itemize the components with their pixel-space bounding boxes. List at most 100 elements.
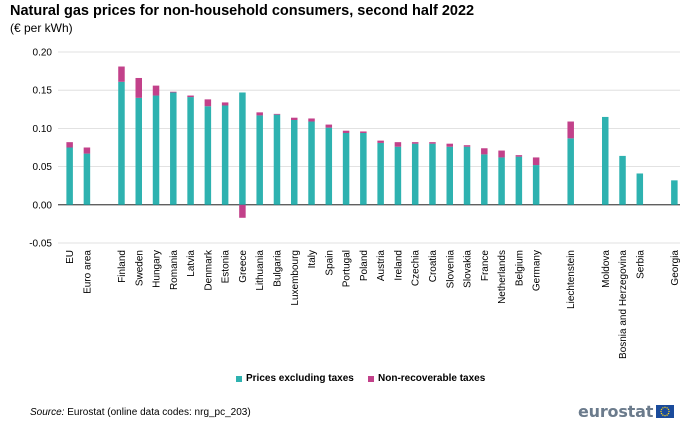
- y-tick-label: 0.00: [33, 200, 53, 211]
- bar-prices-excluding-taxes-poland: [360, 132, 367, 205]
- x-tick-label-lithuania: Lithuania: [255, 250, 266, 291]
- bar-non-recoverable-taxes-france: [481, 148, 488, 155]
- bar-non-recoverable-taxes-czechia: [411, 142, 419, 144]
- bar-non-recoverable-taxes-sweden: [135, 77, 142, 98]
- x-tick-label-belgium: Belgium: [514, 250, 525, 286]
- bar-prices-excluding-taxes-liechtenstein: [567, 138, 574, 205]
- x-tick-label-slovakia: Slovakia: [463, 250, 474, 288]
- bar-prices-excluding-taxes-belgium: [515, 156, 523, 205]
- bar-prices-excluding-taxes-czechia: [411, 143, 419, 205]
- bar-non-recoverable-taxes-slovenia: [446, 143, 453, 147]
- x-tick-label-denmark: Denmark: [203, 249, 214, 291]
- x-tick-label-slovenia: Slovenia: [445, 250, 456, 289]
- x-tick-label-euro-area: Euro area: [82, 250, 93, 294]
- bar-prices-excluding-taxes-netherlands: [498, 157, 505, 205]
- x-tick-label-estonia: Estonia: [221, 250, 232, 284]
- bar-non-recoverable-taxes-croatia: [429, 142, 436, 144]
- x-tick-label-poland: Poland: [359, 250, 370, 281]
- bar-non-recoverable-taxes-estonia: [221, 102, 229, 106]
- x-tick-label-ireland: Ireland: [393, 250, 404, 281]
- bar-prices-excluding-taxes-lithuania: [256, 115, 263, 205]
- eu-flag-icon: [656, 405, 675, 418]
- x-tick-label-finland: Finland: [117, 250, 128, 283]
- x-tick-label-latvia: Latvia: [186, 250, 197, 277]
- bar-non-recoverable-taxes-spain: [325, 124, 333, 128]
- x-tick-label-czechia: Czechia: [411, 250, 422, 287]
- bar-prices-excluding-taxes-germany: [532, 165, 540, 205]
- bar-non-recoverable-taxes-poland: [360, 131, 367, 133]
- chart-title: Natural gas prices for non-household con…: [10, 3, 475, 19]
- bar-prices-excluding-taxes-austria: [377, 142, 384, 205]
- x-tick-label-spain: Spain: [324, 250, 335, 276]
- x-tick-label-liechtenstein: Liechtenstein: [566, 250, 577, 309]
- bar-non-recoverable-taxes-finland: [118, 66, 125, 82]
- eurostat-logo: eurostat: [578, 402, 675, 421]
- bar-prices-excluding-taxes-finland: [118, 81, 125, 205]
- bar-prices-excluding-taxes-euro-area: [83, 153, 91, 205]
- y-tick-label: 0.20: [33, 48, 53, 59]
- bar-prices-excluding-taxes-estonia: [221, 105, 229, 205]
- bar-prices-excluding-taxes-bulgaria: [273, 114, 281, 205]
- x-tick-label-luxembourg: Luxembourg: [290, 250, 301, 306]
- bar-prices-excluding-taxes-denmark: [204, 106, 212, 205]
- x-tick-label-austria: Austria: [376, 250, 387, 282]
- y-tick-label: 0.10: [33, 124, 53, 135]
- x-tick-label-italy: Italy: [307, 250, 318, 268]
- bar-prices-excluding-taxes-slovenia: [446, 146, 453, 205]
- bar-prices-excluding-taxes-portugal: [342, 132, 350, 205]
- bar-prices-excluding-taxes-ireland: [394, 146, 402, 205]
- bar-non-recoverable-taxes-denmark: [204, 99, 212, 107]
- bar-prices-excluding-taxes-latvia: [187, 97, 194, 205]
- x-tick-label-hungary: Hungary: [152, 250, 163, 288]
- x-tick-label-bosnia-and-herzegovina: Bosnia and Herzegovina: [618, 250, 629, 359]
- bar-non-recoverable-taxes-eu: [66, 142, 73, 148]
- x-tick-label-bulgaria: Bulgaria: [272, 250, 283, 287]
- bar-prices-excluding-taxes-sweden: [135, 97, 142, 205]
- bar-non-recoverable-taxes-lithuania: [256, 112, 263, 116]
- x-tick-label-netherlands: Netherlands: [497, 250, 508, 304]
- y-tick-label: -0.05: [29, 239, 52, 250]
- bar-prices-excluding-taxes-serbia: [636, 173, 644, 205]
- legend-label-non-recoverable-taxes: Non-recoverable taxes: [378, 373, 486, 384]
- bar-prices-excluding-taxes-eu: [66, 147, 73, 205]
- source-label: Source:: [30, 407, 65, 418]
- bar-chart: -0.05 0.00 0.05 0.10 0.15 0.20 EU Euro area Finl…: [29, 48, 681, 359]
- bar-non-recoverable-taxes-liechtenstein: [567, 121, 574, 139]
- bar-prices-excluding-taxes-moldova: [602, 116, 609, 205]
- bar-prices-excluding-taxes-romania: [170, 92, 177, 205]
- bar-non-recoverable-taxes-netherlands: [498, 150, 505, 158]
- bar-non-recoverable-taxes-ireland: [394, 142, 402, 147]
- bar-non-recoverable-taxes-luxembourg: [291, 117, 298, 120]
- bar-prices-excluding-taxes-bosnia-and-herzegovina: [619, 155, 626, 205]
- bar-prices-excluding-taxes-italy: [308, 121, 315, 205]
- bar-non-recoverable-taxes-latvia: [187, 95, 194, 98]
- bar-non-recoverable-taxes-austria: [377, 140, 384, 143]
- x-tick-label-france: France: [480, 250, 491, 282]
- x-tick-label-greece: Greece: [238, 250, 249, 283]
- bar-non-recoverable-taxes-hungary: [152, 85, 160, 96]
- logo-text: eurostat: [578, 402, 654, 421]
- legend-label-prices-excluding-taxes: Prices excluding taxes: [246, 373, 354, 384]
- x-tick-label-croatia: Croatia: [428, 250, 439, 283]
- legend-swatch-prices-excluding-taxes: [236, 375, 242, 382]
- bar-non-recoverable-taxes-belgium: [515, 155, 523, 157]
- source-note: Source: Eurostat (online data codes: nrg…: [30, 407, 251, 418]
- bar-prices-excluding-taxes-georgia: [671, 180, 678, 205]
- bar-non-recoverable-taxes-euro-area: [83, 147, 91, 154]
- x-tick-label-eu: EU: [65, 250, 76, 264]
- y-tick-label: 0.05: [33, 162, 53, 173]
- x-tick-label-moldova: Moldova: [601, 250, 612, 288]
- bar-non-recoverable-taxes-germany: [532, 157, 540, 166]
- bar-non-recoverable-taxes-portugal: [342, 130, 350, 133]
- legend-swatch-non-recoverable-taxes: [368, 375, 374, 382]
- x-tick-label-germany: Germany: [532, 250, 543, 291]
- bar-non-recoverable-taxes-romania: [170, 91, 177, 93]
- bar-non-recoverable-taxes-slovakia: [463, 145, 471, 147]
- x-tick-label-portugal: Portugal: [342, 250, 353, 287]
- bar-non-recoverable-taxes-italy: [308, 118, 315, 122]
- bar-prices-excluding-taxes-france: [481, 154, 488, 205]
- source-text: Eurostat (online data codes: nrg_pc_203): [64, 407, 251, 418]
- bar-prices-excluding-taxes-spain: [325, 127, 333, 205]
- bar-prices-excluding-taxes-slovakia: [463, 146, 471, 205]
- legend-item-non-recoverable-taxes: Non-recoverable taxes: [368, 373, 485, 384]
